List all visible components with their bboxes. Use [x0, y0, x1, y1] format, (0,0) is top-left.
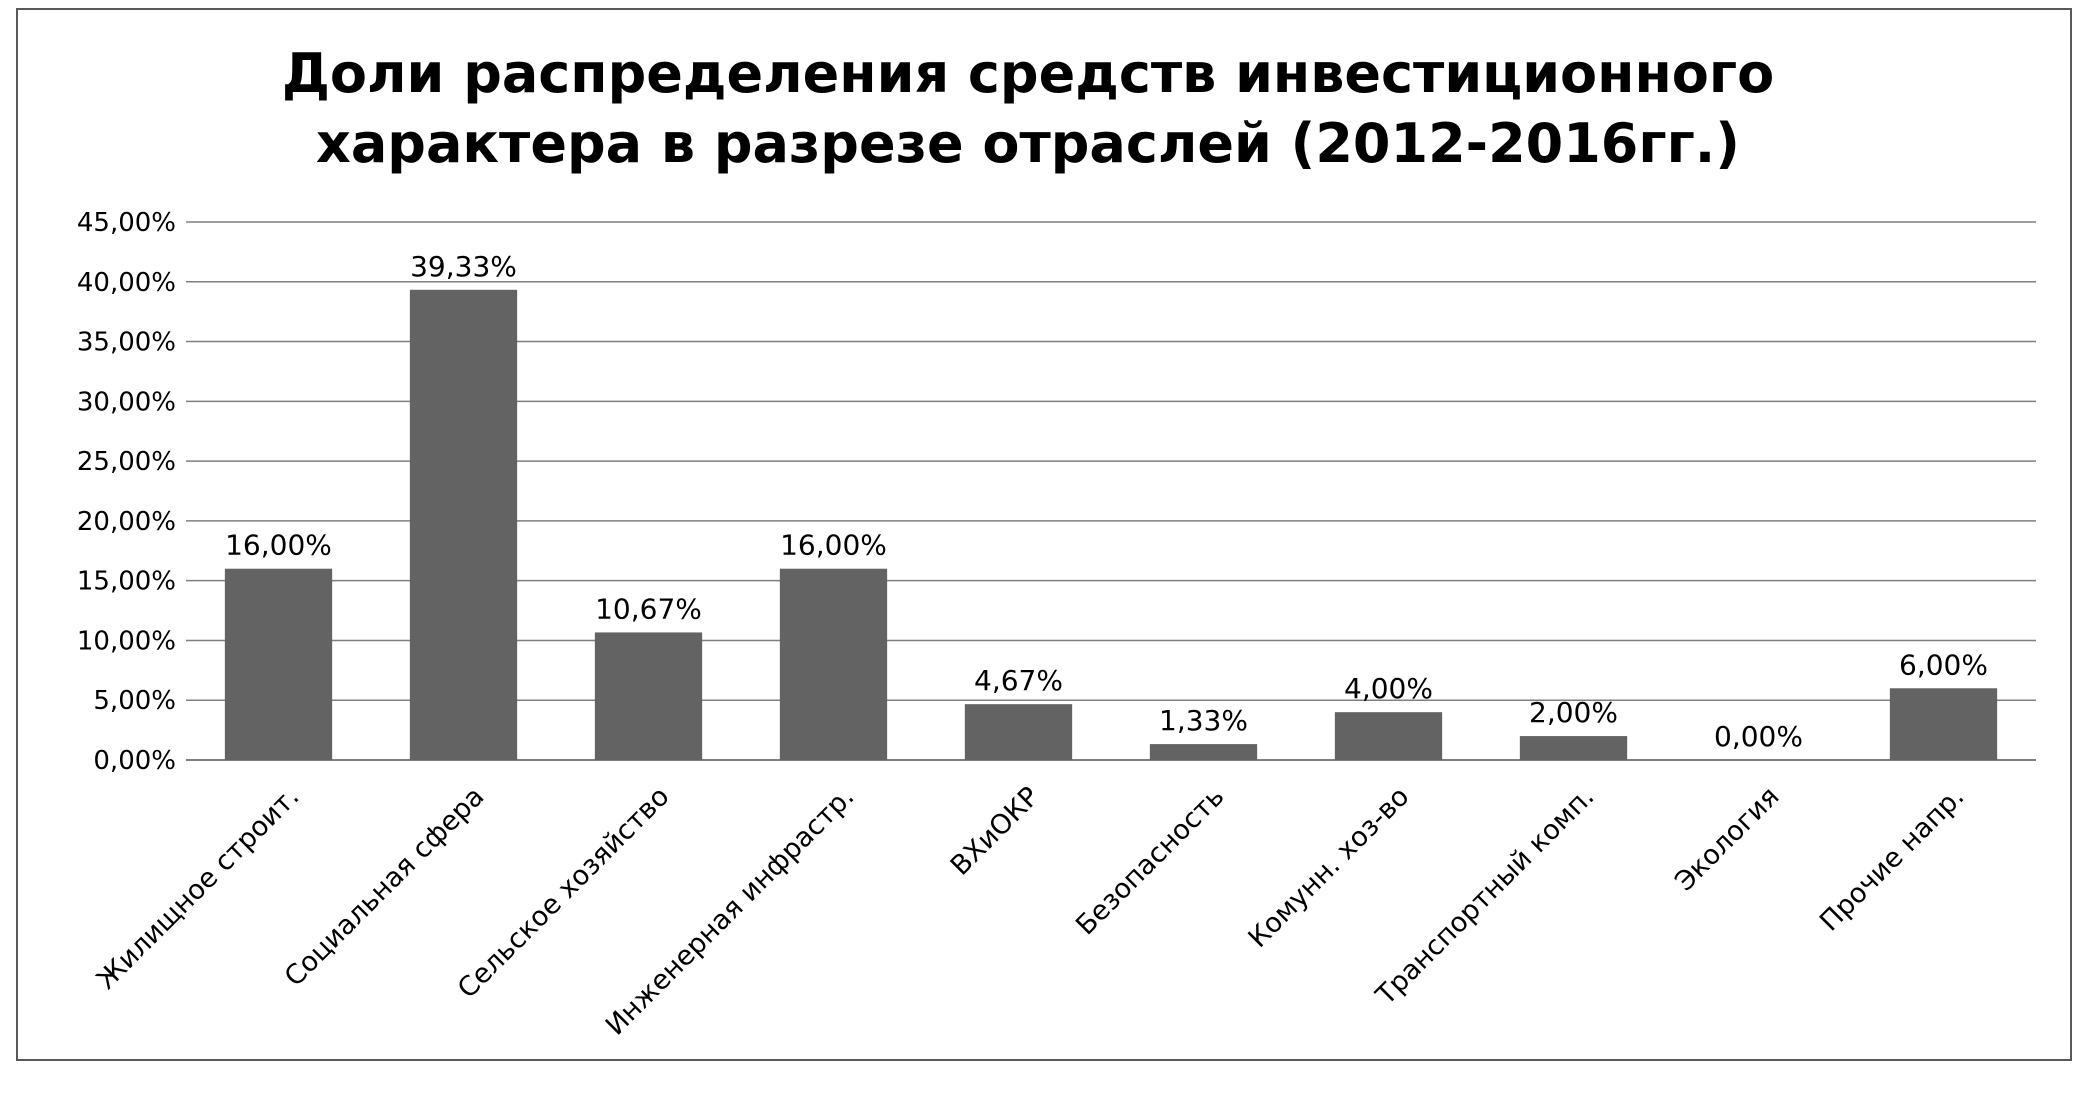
- chart-frame: Доли распределения средств инвестиционно…: [16, 8, 2072, 1061]
- x-tick-label: Сельское хозяйство: [452, 781, 676, 1005]
- y-tick-label: 10,00%: [77, 626, 176, 656]
- bar: [1149, 744, 1258, 760]
- x-tick-label: Комунн. хоз-во: [1243, 781, 1416, 954]
- x-axis-categories: Жилищное строит.Социальная сфераСельское…: [91, 781, 1970, 1042]
- data-label: 4,00%: [1344, 672, 1433, 705]
- bar: [224, 568, 333, 760]
- bar: [1334, 712, 1443, 760]
- y-tick-label: 5,00%: [93, 686, 176, 716]
- x-tick-label: Экология: [1669, 781, 1785, 897]
- data-label: 1,33%: [1159, 704, 1248, 737]
- data-label: 2,00%: [1529, 696, 1618, 729]
- data-label: 16,00%: [225, 529, 332, 562]
- bar-chart: Доли распределения средств инвестиционно…: [77, 42, 2036, 1042]
- y-tick-label: 30,00%: [77, 387, 176, 417]
- data-label: 6,00%: [1899, 648, 1988, 681]
- bar: [1519, 736, 1628, 760]
- x-tick-label: Безопасность: [1070, 781, 1230, 941]
- data-label: 0,00%: [1714, 720, 1803, 753]
- x-tick-label: ВХиОКР: [945, 781, 1046, 882]
- y-tick-label: 15,00%: [77, 567, 176, 597]
- x-tick-label: Прочие напр.: [1814, 781, 1970, 937]
- x-tick-label: Социальная сфера: [279, 781, 491, 993]
- y-tick-label: 0,00%: [93, 746, 176, 776]
- bar: [779, 568, 888, 760]
- x-tick-label: Транспортный комп.: [1370, 781, 1601, 1012]
- data-label: 39,33%: [410, 250, 517, 283]
- data-label: 10,67%: [595, 592, 702, 625]
- chart-title-line-1: Доли распределения средств инвестиционно…: [282, 42, 1774, 105]
- bars: [224, 289, 1998, 760]
- y-tick-label: 20,00%: [77, 507, 176, 537]
- data-label: 16,00%: [780, 529, 887, 562]
- x-tick-label: Жилищное строит.: [91, 781, 305, 995]
- bar: [1889, 688, 1998, 760]
- data-label: 4,67%: [974, 664, 1063, 697]
- y-tick-label: 45,00%: [77, 208, 176, 238]
- y-axis-ticks: 0,00% 5,00% 10,00% 15,00% 20,00% 25,00% 30,00%…: [77, 208, 176, 776]
- y-tick-label: 25,00%: [77, 447, 176, 477]
- chart-title-line-2: характера в разрезе отраслей (2012-2016г…: [316, 112, 1740, 175]
- data-labels: 16,00% 39,33% 10,67% 16,00% 4,67% 1,33% 4,00% 2…: [225, 250, 1988, 753]
- y-tick-label: 35,00%: [77, 328, 176, 358]
- y-tick-label: 40,00%: [77, 268, 176, 298]
- bar: [409, 289, 518, 760]
- bar: [594, 632, 703, 760]
- bar: [964, 704, 1073, 760]
